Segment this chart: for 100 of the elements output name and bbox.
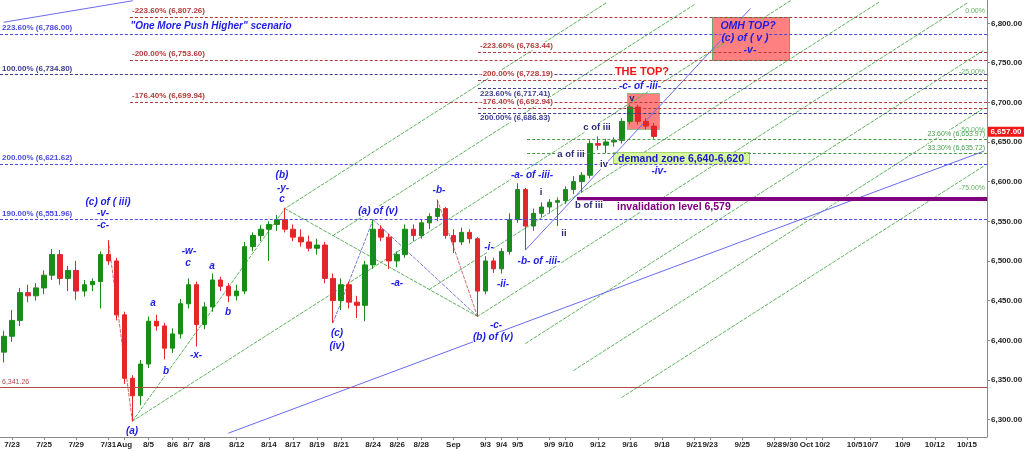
annotation: OMH TOP? [720, 18, 776, 31]
x-tick-label: 9/5 [512, 439, 524, 449]
ref-line-label: invalidation level 6,579 [617, 200, 731, 213]
x-tick-label: 9/18 [654, 439, 671, 449]
annotation: -w- [181, 245, 197, 256]
annotation: (a) [125, 425, 139, 436]
x-tick-label: 9/25 [734, 439, 751, 449]
x-tick-label: 8/28 [413, 439, 430, 449]
ref-line-label: 100.00% (6,734.80) [2, 63, 73, 73]
x-tick-label: 9/28 [766, 439, 783, 449]
ref-line-label: -223.60% (6,763.44) [480, 40, 553, 50]
x-tick-label: 7/25 [36, 439, 53, 449]
annotation: i [539, 186, 543, 198]
x-tick-label: 8/19 [309, 439, 326, 449]
y-tick-label: 6,700.00 [991, 97, 1023, 107]
ref-line-label: 200.00% (6,621.62) [2, 153, 73, 163]
annotation: (b) [275, 169, 289, 180]
x-tick-label: 8/8 [199, 439, 211, 449]
ref-line-label: -223.60% (6,807.26) [132, 6, 205, 16]
annotation: -y- [276, 182, 290, 193]
ref-line-label: -176.40% (6,699.94) [132, 91, 205, 101]
x-tick-label: 9/9 [544, 439, 556, 449]
annotation: (c) [330, 327, 344, 338]
x-tick-label: 8/14 [261, 439, 278, 449]
annotation: (a) of (v) [358, 205, 398, 216]
x-tick-label: 9/3 [479, 439, 492, 449]
x-tick-label: Aug [116, 439, 133, 449]
y-tick-label: 6,350.00 [991, 375, 1023, 385]
x-tick-label: 7/29 [68, 439, 85, 449]
x-tick-label: Sep [446, 439, 461, 449]
y-tick-label: 6,800.00 [991, 18, 1023, 28]
annotation: -b- [432, 184, 446, 195]
annotation: -x- [189, 349, 203, 360]
x-tick-label: 8/26 [389, 439, 406, 449]
annotation: -c- [96, 219, 110, 230]
annotation: c of iii [583, 121, 611, 133]
y-tick-label: 6,550.00 [991, 216, 1023, 226]
x-tick-label: 9/10 [557, 439, 575, 449]
x-tick-label: 8/12 [228, 439, 246, 449]
x-tick-label: 10/15 [956, 439, 978, 449]
annotation: -i- [484, 241, 494, 252]
annotation: "One More Push Higher" scenario [130, 20, 292, 31]
x-tick-label: 8/7 [183, 439, 195, 449]
annotation: (c) of ( iii) [85, 196, 131, 207]
annotation: -iv- [651, 165, 667, 176]
x-tick-label: 8/21 [333, 439, 350, 449]
x-tick-label: 9/4 [495, 439, 508, 449]
annotation: -c- of -iii- [618, 80, 662, 91]
ref-line-label: -200.00% (6,753.60) [132, 48, 205, 58]
ref-line-label: -200.00% (6,728.19) [480, 68, 553, 78]
ref-line-label: 223.60% (6,786.00) [2, 23, 73, 33]
y-tick-label: 6,600.00 [991, 177, 1023, 187]
annotation: -b- of -iii- [517, 255, 561, 266]
x-tick-label: 10/9 [894, 439, 912, 449]
x-tick-label: 10/2 [814, 439, 831, 449]
annotation: b of iii [575, 199, 603, 211]
y-tick-label: 6,300.00 [991, 415, 1023, 425]
x-tick-label: 8/5 [142, 439, 155, 449]
annotation: a [209, 260, 215, 271]
y-tick-label: 6,750.00 [991, 58, 1023, 68]
x-tick-label: 9/21 [686, 439, 703, 449]
x-tick-label: 10/5 [846, 439, 863, 449]
x-tick-label: 7/31 [100, 439, 117, 449]
annotation: (iv) [329, 340, 345, 351]
text: 6,657.00 [988, 126, 1024, 137]
x-tick-label: 7/23 [4, 439, 21, 449]
annotation: ii [561, 227, 567, 239]
annotation: c [279, 193, 285, 204]
annotation: -a- [390, 277, 404, 288]
x-tick-label: 9/16 [622, 439, 639, 449]
x-tick-label: 8/17 [285, 439, 302, 449]
x-tick-label: 8/24 [365, 439, 382, 449]
x-tick-label: 10/7 [862, 439, 879, 449]
annotation: b [162, 365, 170, 376]
annotation: c [185, 257, 191, 268]
annotation: v [629, 92, 635, 104]
annotation: -v- [96, 207, 110, 218]
annotation: b [224, 306, 232, 317]
annotation: -a- of -iii- [510, 169, 554, 180]
ref-line-label: 190.00% (6,551.96) [2, 208, 73, 218]
x-tick-label: 9/30 [782, 439, 799, 449]
y-tick-label: 6,400.00 [991, 335, 1023, 345]
x-tick-label: 9/12 [590, 439, 607, 449]
annotation: iv [600, 158, 608, 170]
annotation: -c- [489, 319, 503, 330]
y-tick-label: 6,500.00 [991, 256, 1023, 266]
ref-line-label: 223.60% (6,717.41) [480, 89, 551, 98]
x-tick-label: Oct [799, 439, 814, 449]
ref-line-label: 200.00% (6,686.83) [480, 113, 551, 123]
x-tick-label: 8/6 [166, 439, 179, 449]
x-tick-label: 9/23 [702, 439, 719, 449]
annotation: (c) of ( v ) [721, 30, 769, 43]
annotation: a [150, 297, 156, 308]
annotation: a of iii [557, 148, 585, 160]
annotation: -ii- [496, 278, 510, 289]
y-tick-label: 6,450.00 [991, 296, 1023, 306]
x-tick-label: 10/12 [924, 439, 946, 449]
annotation: -v- [743, 42, 757, 55]
annotation: (b) of (v) [473, 331, 513, 342]
y-tick-label: 6,650.00 [991, 137, 1023, 147]
